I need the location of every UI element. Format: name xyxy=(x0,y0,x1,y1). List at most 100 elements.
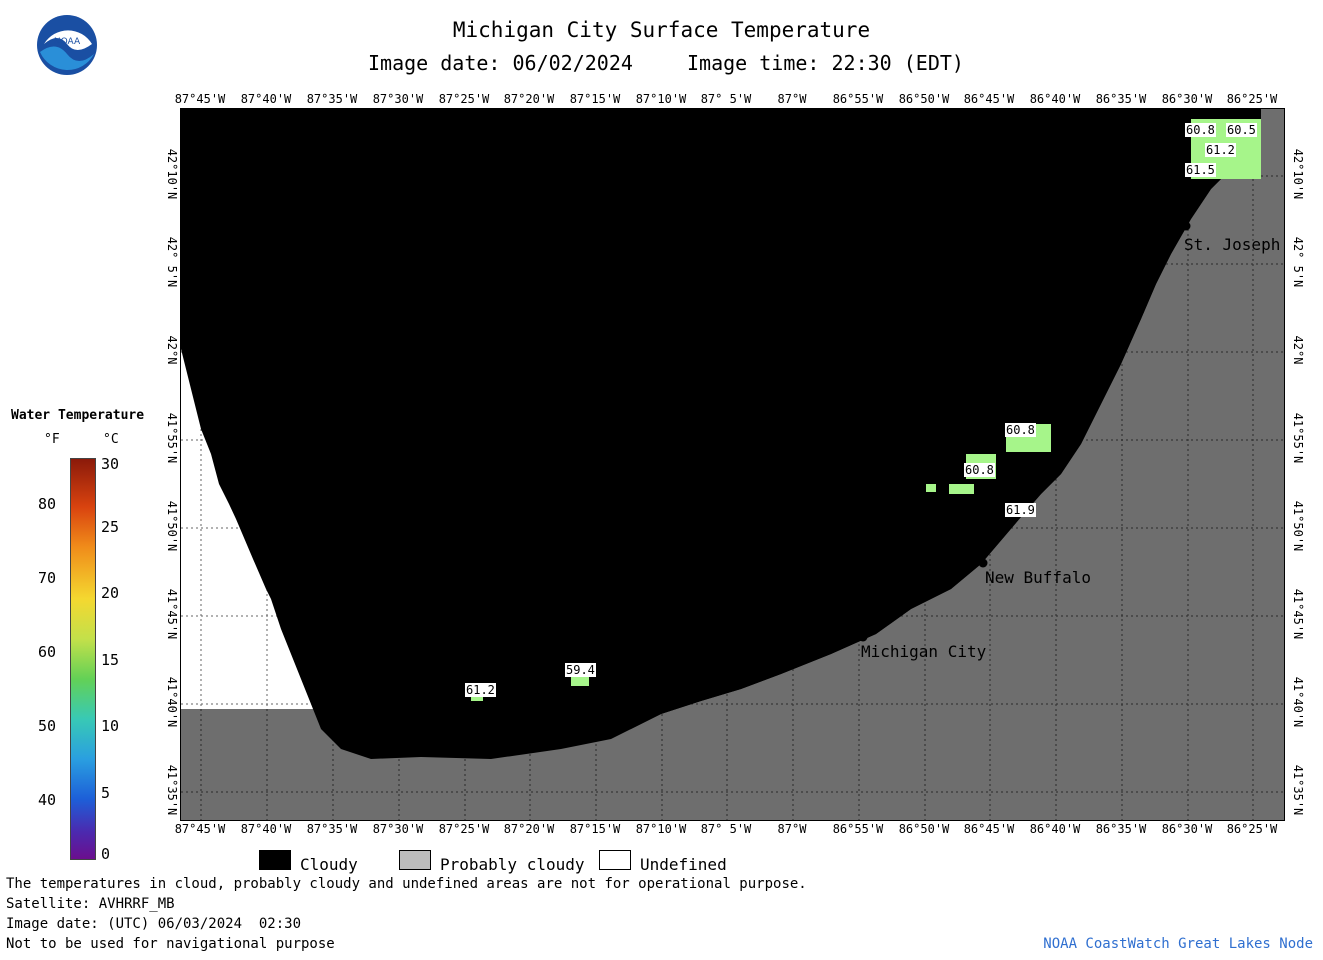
legend-probably-cloudy-swatch xyxy=(399,850,431,870)
longitude-label: 87°10'W xyxy=(635,92,687,106)
latitude-label: 42° 5'N xyxy=(165,236,179,288)
longitude-label: 87°15'W xyxy=(569,822,621,836)
longitude-label: 86°30'W xyxy=(1161,822,1213,836)
footer-utc-date: Image date: (UTC) 06/03/2024 02:30 xyxy=(6,916,302,932)
scale-f-tick: 70 xyxy=(38,569,57,587)
new-buffalo-dot xyxy=(978,558,988,568)
longitude-label: 87°40'W xyxy=(240,822,292,836)
color-scale-bar xyxy=(70,458,96,860)
latitude-label: 41°45'N xyxy=(1291,588,1305,640)
longitude-label: 87°W xyxy=(777,92,807,106)
scale-f-tick: 40 xyxy=(38,791,57,809)
map-canvas xyxy=(181,109,1284,820)
longitude-label: 86°40'W xyxy=(1029,92,1081,106)
city-st-joseph: St. Joseph xyxy=(1184,235,1281,254)
scale-f-tick: 80 xyxy=(38,495,57,513)
latitude-label: 42°N xyxy=(1291,335,1305,365)
longitude-label: 87°45'W xyxy=(174,92,226,106)
longitude-label: 87°25'W xyxy=(438,822,490,836)
longitude-label: 87°20'W xyxy=(503,822,555,836)
image-time: Image time: 22:30 (EDT) xyxy=(687,51,964,75)
scale-unit-f: °F xyxy=(44,432,60,447)
scale-c-tick: 10 xyxy=(101,717,120,735)
temp-label: 60.5 xyxy=(1226,123,1257,137)
longitude-label: 86°40'W xyxy=(1029,822,1081,836)
longitude-label: 87°30'W xyxy=(372,822,424,836)
longitude-label: 87°W xyxy=(777,822,807,836)
longitude-label: 86°55'W xyxy=(832,822,884,836)
longitude-label: 86°45'W xyxy=(963,822,1015,836)
footer-satellite: Satellite: AVHRRF_MB xyxy=(6,896,175,912)
legend-cloudy-label: Cloudy xyxy=(300,855,358,874)
longitude-label: 86°30'W xyxy=(1161,92,1213,106)
scale-c-tick: 25 xyxy=(101,518,120,536)
latitude-label: 42° 5'N xyxy=(1291,236,1305,288)
temp-label: 61.2 xyxy=(465,683,496,697)
longitude-label: 87°45'W xyxy=(174,822,226,836)
map-title: Michigan City Surface Temperature xyxy=(452,18,871,42)
latitude-label: 41°45'N xyxy=(165,588,179,640)
latitude-label: 41°35'N xyxy=(165,764,179,816)
city-michigan-city: Michigan City xyxy=(861,642,987,661)
city-new-buffalo: New Buffalo xyxy=(985,568,1091,587)
latitude-label: 41°50'N xyxy=(165,500,179,552)
latitude-label: 41°40'N xyxy=(1291,676,1305,728)
longitude-label: 87°35'W xyxy=(306,92,358,106)
longitude-label: 87°20'W xyxy=(503,92,555,106)
legend-cloudy-swatch xyxy=(259,850,291,870)
latitude-label: 41°35'N xyxy=(1291,764,1305,816)
temp-label: 59.4 xyxy=(565,663,596,677)
longitude-label: 87°10'W xyxy=(635,822,687,836)
temp-label: 60.8 xyxy=(1005,423,1036,437)
scale-c-tick: 15 xyxy=(101,651,120,669)
longitude-label: 87°25'W xyxy=(438,92,490,106)
temp-label: 61.2 xyxy=(1205,143,1236,157)
city-chicago: Chicago xyxy=(228,482,296,501)
longitude-label: 87°40'W xyxy=(240,92,292,106)
scale-c-tick: 0 xyxy=(101,845,111,863)
scale-c-tick: 30 xyxy=(101,455,120,473)
michigan-city-dot xyxy=(858,632,868,642)
longitude-label: 86°50'W xyxy=(898,92,950,106)
longitude-label: 86°25'W xyxy=(1226,92,1278,106)
scale-f-tick: 50 xyxy=(38,717,57,735)
latitude-label: 42°10'N xyxy=(1291,148,1305,200)
noaa-logo: NOAA xyxy=(36,14,98,76)
temp-label: 60.8 xyxy=(1185,123,1216,137)
map-frame xyxy=(180,108,1285,821)
scale-f-tick: 60 xyxy=(38,643,57,661)
latitude-label: 41°40'N xyxy=(165,676,179,728)
latitude-label: 41°50'N xyxy=(1291,500,1305,552)
longitude-label: 87°15'W xyxy=(569,92,621,106)
scale-unit-c: °C xyxy=(103,432,119,447)
latitude-label: 42°10'N xyxy=(165,148,179,200)
longitude-label: 87° 5'W xyxy=(700,92,752,106)
scale-title: Water Temperature xyxy=(11,408,145,423)
footer-nav-warning: Not to be used for navigational purpose xyxy=(6,936,335,952)
scale-c-tick: 20 xyxy=(101,584,120,602)
footer-disclaimer: The temperatures in cloud, probably clou… xyxy=(6,876,807,892)
longitude-label: 87° 5'W xyxy=(700,822,752,836)
temp-label: 61.9 xyxy=(1005,503,1036,517)
legend-probably-cloudy-label: Probably cloudy xyxy=(440,855,585,874)
temp-label: 61.5 xyxy=(1185,163,1216,177)
image-date: Image date: 06/02/2024 xyxy=(368,51,633,75)
longitude-label: 86°25'W xyxy=(1226,822,1278,836)
longitude-label: 86°55'W xyxy=(832,92,884,106)
temp-label: 60.8 xyxy=(964,463,995,477)
latitude-label: 41°55'N xyxy=(1291,412,1305,464)
legend-undefined-label: Undefined xyxy=(640,855,727,874)
legend-undefined-swatch xyxy=(599,850,631,870)
st-joseph-dot xyxy=(1181,221,1191,231)
longitude-label: 86°50'W xyxy=(898,822,950,836)
latitude-label: 42°N xyxy=(165,335,179,365)
longitude-label: 87°35'W xyxy=(306,822,358,836)
longitude-label: 86°35'W xyxy=(1095,822,1147,836)
chicago-dot xyxy=(297,474,307,484)
scale-c-tick: 5 xyxy=(101,784,111,802)
footer-credit: NOAA CoastWatch Great Lakes Node xyxy=(1043,936,1313,952)
longitude-label: 87°30'W xyxy=(372,92,424,106)
longitude-label: 86°45'W xyxy=(963,92,1015,106)
svg-text:NOAA: NOAA xyxy=(54,37,81,47)
latitude-label: 41°55'N xyxy=(165,412,179,464)
